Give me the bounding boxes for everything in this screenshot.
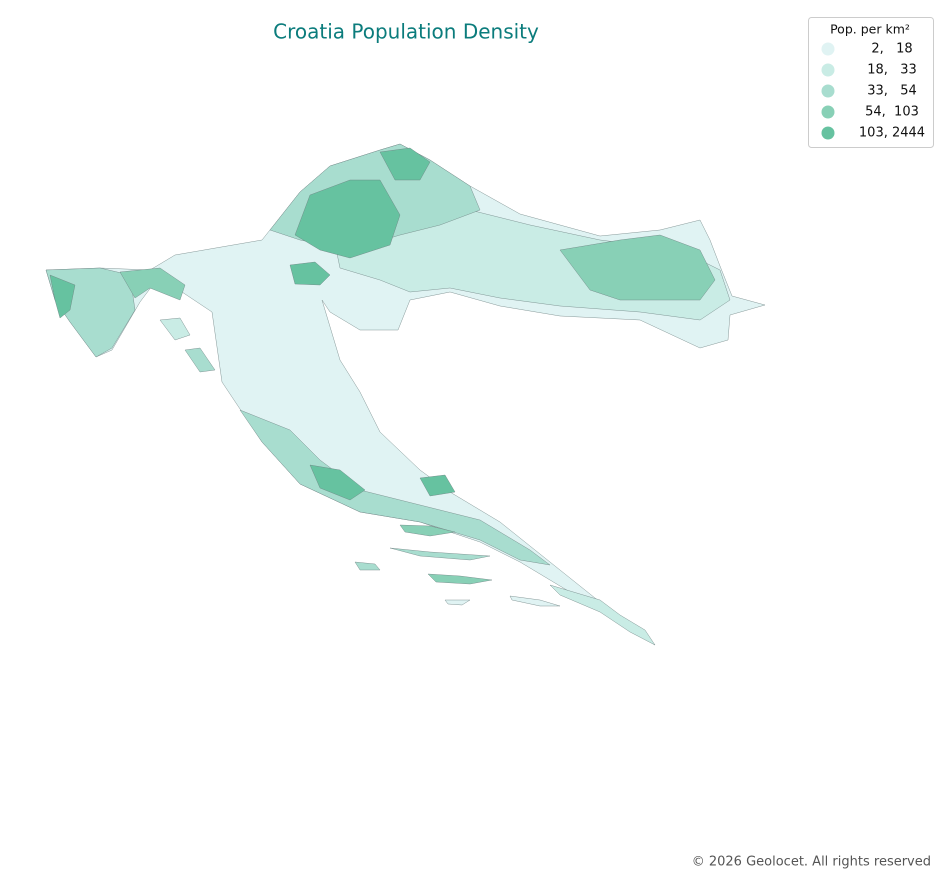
legend-label: 18, 33	[867, 63, 917, 78]
legend-items: 2, 18 18, 33 33, 54 54, 103 103, 2444	[821, 42, 925, 141]
region	[294, 179, 401, 259]
region	[549, 584, 656, 646]
region	[427, 573, 493, 585]
legend-label: 54, 103	[865, 105, 919, 120]
region	[289, 261, 331, 286]
legend-label: 33, 54	[867, 84, 917, 99]
region	[444, 599, 471, 606]
legend-swatch	[821, 63, 835, 77]
region	[419, 474, 456, 497]
legend-label: 2, 18	[871, 42, 912, 57]
region	[509, 595, 561, 607]
region	[309, 464, 366, 501]
map-title: Croatia Population Density	[273, 20, 539, 44]
footer: © 2026 Geolocet. All rights reserved	[692, 855, 931, 870]
region	[49, 274, 76, 319]
map-regions	[45, 143, 766, 646]
legend-swatch	[821, 42, 835, 56]
region	[399, 524, 456, 537]
region	[354, 561, 381, 571]
region	[159, 317, 191, 341]
legend-title: Pop. per km²	[830, 22, 910, 37]
legend-box	[808, 17, 934, 148]
region	[379, 147, 431, 181]
legend-swatch	[821, 105, 835, 119]
region	[559, 234, 716, 301]
legend-label: 103, 2444	[859, 126, 925, 141]
legend: Pop. per km² 2, 18 18, 33 33, 54 54, 103 103…	[808, 17, 934, 148]
region	[389, 547, 491, 561]
region	[184, 347, 216, 373]
legend-swatch	[821, 84, 835, 98]
legend-swatch	[821, 126, 835, 140]
region	[119, 267, 186, 301]
